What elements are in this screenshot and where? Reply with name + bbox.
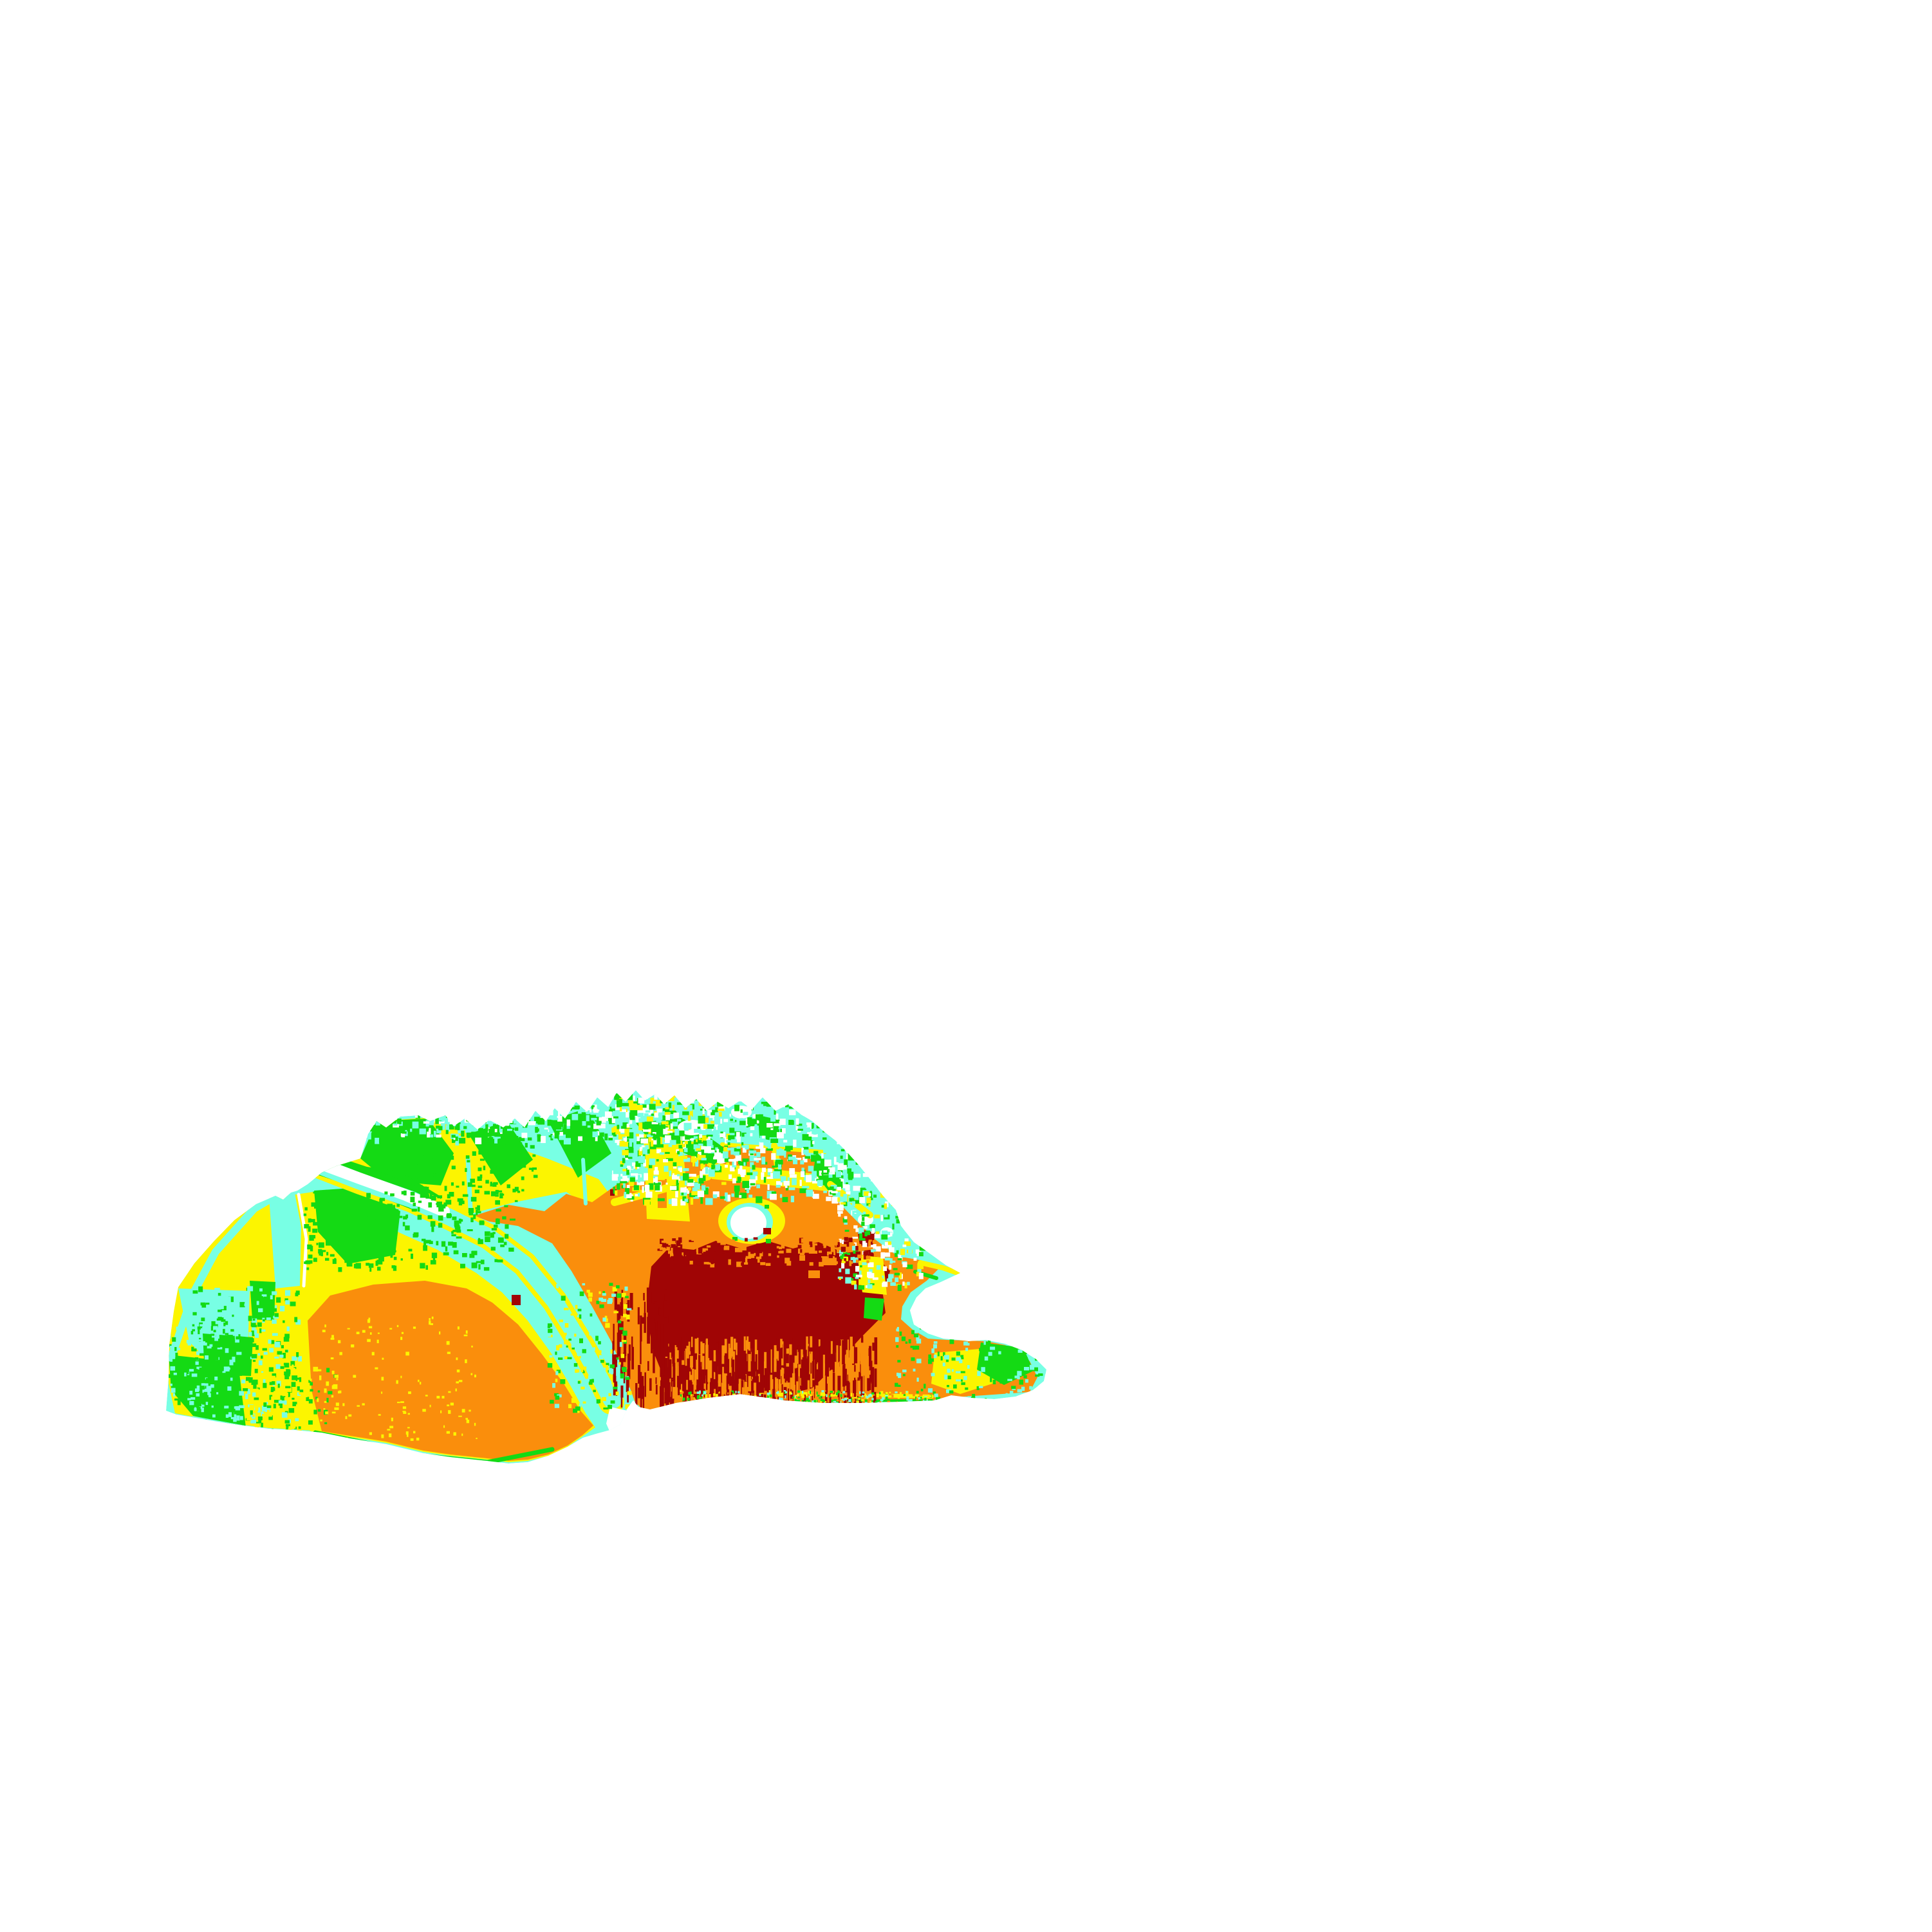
notch-white-wedge [606, 1407, 627, 1443]
speckle-left-cyan-green-mix [190, 1286, 302, 1427]
left-green-col-top [250, 1281, 275, 1321]
lake-green-dot-2 [765, 1205, 769, 1209]
maroon-dot-a [512, 1295, 521, 1305]
speckle-left-bottom-green-mix [246, 1364, 339, 1434]
speckle-band1-green-speckle [394, 1123, 538, 1197]
lake-white [730, 1207, 766, 1239]
cyan-vline-2 [581, 1158, 588, 1205]
lake-green-dot-1 [732, 1237, 738, 1241]
speckle-orange-yellow-dots [322, 1316, 478, 1445]
map-layers [166, 1090, 1046, 1463]
band0-white-gap [297, 1193, 308, 1288]
notch-cyan-pocket [602, 1384, 623, 1409]
left-edge-cyan [167, 1194, 277, 1362]
orange-left-field [308, 1281, 593, 1461]
band0-cyan-wedge [269, 1193, 301, 1288]
peak-yellow-edge [918, 1260, 960, 1276]
speckle-tail-fringe [895, 1326, 1046, 1404]
fringe-yellow-column [644, 1134, 690, 1221]
river-white [311, 1156, 450, 1217]
maroon-hole-3 [808, 1270, 820, 1278]
speckle-river-end-mix [547, 1283, 632, 1413]
speckle-maroon-top-edge [656, 1237, 878, 1268]
speckle-left-green-speckle [303, 1191, 518, 1272]
lake-green-dot-3 [766, 1239, 771, 1243]
maroon-dot-b [763, 1228, 771, 1234]
right-green-patch [864, 1297, 884, 1321]
speckle-fringe-top-mid [611, 1090, 734, 1206]
line-feature-layer [167, 1142, 960, 1463]
